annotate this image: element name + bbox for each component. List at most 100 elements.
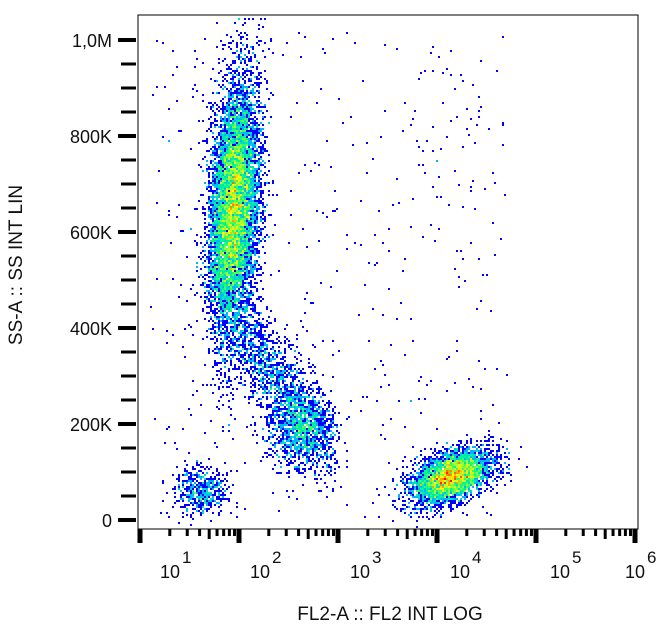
density-bin	[424, 490, 426, 492]
density-bin	[228, 378, 230, 380]
density-bin	[244, 184, 246, 186]
density-bin	[212, 152, 214, 154]
density-bin	[232, 342, 234, 344]
density-bin	[244, 232, 246, 234]
density-bin	[226, 194, 228, 196]
density-bin	[462, 470, 464, 472]
density-bin	[300, 404, 302, 406]
density-bin	[224, 288, 226, 290]
density-bin	[288, 392, 290, 394]
density-bin	[256, 118, 258, 120]
density-bin	[218, 218, 220, 220]
density-bin	[252, 206, 254, 208]
density-bin	[228, 178, 230, 180]
density-bin	[210, 294, 212, 296]
density-bin	[286, 404, 288, 406]
density-bin	[186, 488, 188, 490]
density-bin	[200, 484, 202, 486]
density-bin	[246, 330, 248, 332]
density-bin	[288, 440, 290, 442]
density-bin	[458, 444, 460, 446]
density-bin	[208, 298, 210, 300]
density-bin	[180, 490, 182, 492]
density-bin	[236, 300, 238, 302]
density-bin	[278, 426, 280, 428]
density-bin	[240, 152, 242, 154]
density-bin	[192, 494, 194, 496]
density-bin	[240, 130, 242, 132]
density-bin	[230, 300, 232, 302]
density-bin	[238, 80, 240, 82]
density-bin	[230, 284, 232, 286]
density-bin	[246, 328, 248, 330]
density-bin	[240, 236, 242, 238]
density-bin	[210, 498, 212, 500]
density-bin	[440, 484, 442, 486]
density-bin	[466, 514, 468, 516]
density-bin	[260, 200, 262, 202]
density-bin	[306, 452, 308, 454]
density-bin	[238, 144, 240, 146]
density-bin	[296, 398, 298, 400]
density-bin	[436, 464, 438, 466]
density-bin	[216, 240, 218, 242]
density-bin	[238, 240, 240, 242]
density-bin	[424, 460, 426, 462]
density-bin	[224, 116, 226, 118]
density-bin	[228, 112, 230, 114]
density-bin	[250, 102, 252, 104]
density-bin	[212, 110, 214, 112]
density-bin	[252, 306, 254, 308]
density-bin	[222, 182, 224, 184]
density-bin	[208, 214, 210, 216]
density-bin	[200, 194, 202, 196]
density-bin	[224, 222, 226, 224]
density-bin	[292, 390, 294, 392]
density-bin	[238, 54, 240, 56]
density-bin	[232, 70, 234, 72]
density-bin	[246, 104, 248, 106]
density-bin	[314, 448, 316, 450]
density-bin	[438, 498, 440, 500]
density-bin	[478, 488, 480, 490]
density-bin	[474, 454, 476, 456]
density-bin	[444, 488, 446, 490]
density-bin	[232, 288, 234, 290]
density-bin	[246, 182, 248, 184]
density-bin	[510, 474, 512, 476]
density-bin	[228, 158, 230, 160]
density-bin	[284, 434, 286, 436]
density-bin	[204, 228, 206, 230]
density-bin	[258, 234, 260, 236]
density-bin	[238, 164, 240, 166]
density-bin	[402, 482, 404, 484]
density-bin	[238, 58, 240, 60]
density-bin	[234, 52, 236, 54]
density-bin	[254, 266, 256, 268]
density-bin	[464, 468, 466, 470]
density-bin	[458, 460, 460, 462]
density-bin	[436, 472, 438, 474]
density-bin	[222, 296, 224, 298]
density-bin	[300, 432, 302, 434]
density-bin	[420, 454, 422, 456]
density-bin	[442, 492, 444, 494]
density-bin	[248, 196, 250, 198]
density-bin	[232, 150, 234, 152]
density-bin	[246, 256, 248, 258]
density-bin	[250, 316, 252, 318]
density-bin	[216, 246, 218, 248]
density-bin	[318, 460, 320, 462]
density-bin	[456, 470, 458, 472]
density-bin	[314, 426, 316, 428]
density-bin	[202, 502, 204, 504]
density-bin	[298, 432, 300, 434]
density-bin	[224, 164, 226, 166]
density-bin	[428, 518, 430, 520]
density-bin	[258, 112, 260, 114]
density-bin	[240, 244, 242, 246]
density-bin	[470, 438, 472, 440]
density-bin	[290, 406, 292, 408]
density-bin	[242, 88, 244, 90]
density-bin	[250, 244, 252, 246]
